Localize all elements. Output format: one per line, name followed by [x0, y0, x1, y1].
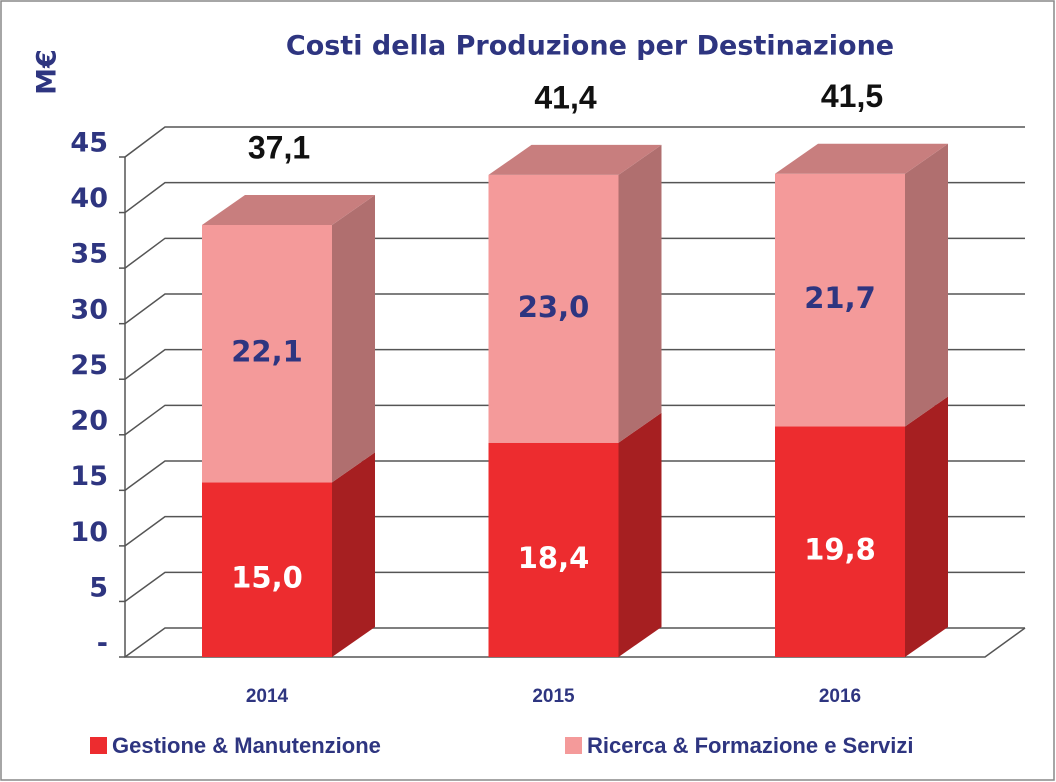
- legend-label: Ricerca & Formazione e Servizi: [587, 733, 913, 758]
- bar: [488, 442, 619, 657]
- bar: [202, 482, 332, 657]
- bar-top: [775, 143, 948, 174]
- value-label: 18,4: [518, 541, 590, 575]
- bar-side: [905, 143, 948, 427]
- bar-side: [618, 412, 662, 657]
- grid-line: [124, 126, 1025, 158]
- value-label: 22,1: [231, 335, 303, 369]
- y-tick-label: 15: [70, 461, 108, 492]
- x-tick-label: 2016: [819, 686, 861, 707]
- total-label: 37,1: [248, 129, 310, 165]
- grid-line: [124, 515, 1025, 547]
- bar-side: [905, 396, 948, 657]
- y-tick-label: 10: [70, 517, 108, 548]
- bar-side: [618, 144, 662, 443]
- y-axis-label: M€: [32, 49, 63, 95]
- bar: [775, 426, 905, 657]
- grid-line: [124, 293, 1025, 325]
- total-label: 41,4: [534, 79, 596, 115]
- total-label: 41,5: [821, 78, 883, 114]
- y-tick-label: 35: [70, 239, 108, 270]
- bar: [488, 174, 619, 443]
- bar: [202, 224, 332, 483]
- y-tick-label: 20: [70, 406, 108, 437]
- chart-title: Costi della Produzione per Destinazione: [286, 31, 894, 62]
- legend-swatch: [565, 737, 582, 754]
- value-label: 19,8: [804, 533, 876, 567]
- y-tick-label: -: [97, 628, 108, 659]
- y-tick-label: 40: [70, 183, 108, 214]
- y-tick-label: 30: [70, 294, 108, 325]
- grid-line: [124, 404, 1025, 436]
- y-tick-label: 25: [70, 350, 108, 381]
- grid-line: [124, 181, 1025, 214]
- bar: [775, 173, 905, 427]
- bar-top: [202, 194, 375, 225]
- grid-line: [124, 571, 1025, 603]
- legend-swatch: [90, 737, 107, 754]
- x-tick-label: 2014: [246, 686, 289, 707]
- y-tick-label: 5: [89, 572, 108, 603]
- bar-top: [488, 144, 662, 175]
- grid-line: [124, 627, 1025, 658]
- grid-line: [124, 237, 1025, 269]
- legend-label: Gestione & Manutenzione: [112, 733, 381, 758]
- bar-side: [332, 452, 375, 657]
- bar-side: [332, 194, 375, 483]
- y-tick-label: 45: [70, 128, 108, 159]
- grid-line: [124, 460, 1025, 491]
- value-label: 21,7: [804, 281, 876, 315]
- grid-line: [124, 348, 1025, 380]
- value-label: 15,0: [231, 561, 303, 595]
- value-label: 23,0: [518, 290, 590, 324]
- x-tick-label: 2015: [532, 686, 575, 707]
